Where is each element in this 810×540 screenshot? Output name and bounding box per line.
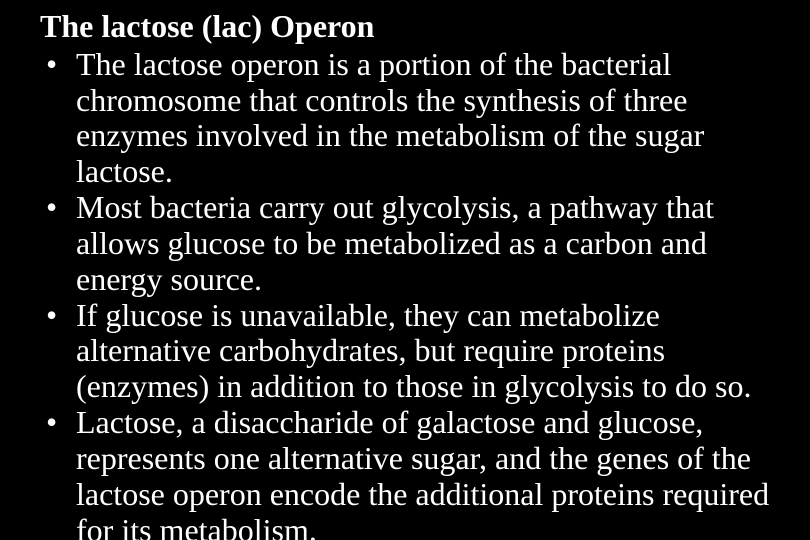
slide-title: The lactose (lac) Operon (40, 8, 770, 45)
list-item: If glucose is unavailable, they can meta… (76, 298, 770, 405)
list-item: Most bacteria carry out glycolysis, a pa… (76, 190, 770, 297)
bullet-list: The lactose operon is a portion of the b… (40, 47, 770, 540)
list-item: Lactose, a disaccharide of galactose and… (76, 405, 770, 540)
list-item: The lactose operon is a portion of the b… (76, 47, 770, 190)
slide: The lactose (lac) Operon The lactose ope… (0, 0, 810, 540)
